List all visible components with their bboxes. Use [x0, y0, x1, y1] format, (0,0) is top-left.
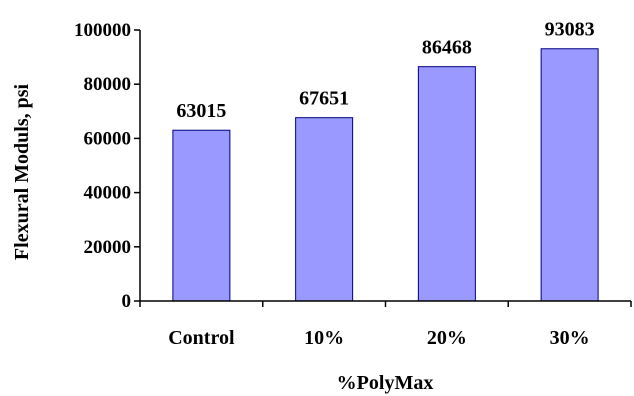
- x-axis-title: %PolyMax: [337, 372, 434, 394]
- bar-10-pct: [295, 117, 354, 302]
- data-label: 93083: [545, 19, 595, 41]
- data-label: 63015: [176, 100, 226, 122]
- y-axis-title: Flexural Moduls, psi: [11, 83, 33, 260]
- y-tick-label: 0: [122, 291, 132, 312]
- x-category-label: Control: [168, 327, 235, 349]
- bars: [139, 48, 632, 307]
- data-label: 86468: [422, 37, 472, 59]
- x-category-label: 10%: [304, 327, 344, 349]
- y-tick-label: 60000: [84, 128, 132, 149]
- y-tick-label: 80000: [84, 74, 132, 95]
- x-category-label: 30%: [550, 327, 590, 349]
- y-tick-label: 20000: [84, 237, 132, 258]
- y-tick-label: 100000: [74, 20, 131, 41]
- x-category-label: 20%: [427, 327, 467, 349]
- y-axis-ticks: 0 20000 40000 60000 80000 100000: [74, 20, 140, 312]
- bar-20-pct: [417, 66, 476, 302]
- bar-30-pct: [540, 48, 599, 302]
- data-label: 67651: [299, 88, 349, 110]
- bar-control: [172, 129, 231, 302]
- data-labels: 63015 67651 86468 93083: [176, 19, 594, 122]
- x-axis-category-labels: Control 10% 20% 30%: [168, 327, 589, 349]
- y-tick-label: 40000: [84, 183, 132, 204]
